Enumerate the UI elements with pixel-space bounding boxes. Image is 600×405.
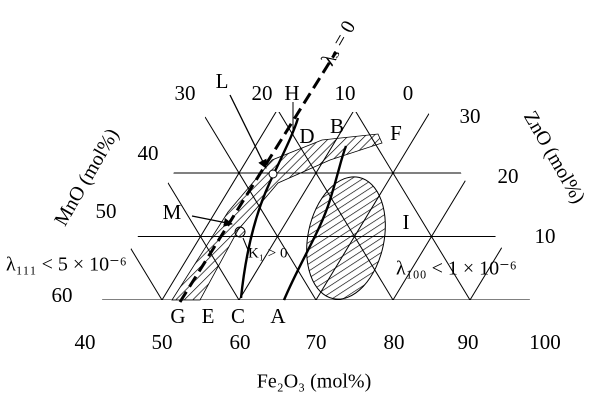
k1-label: K₁ > 0 bbox=[248, 245, 288, 261]
bottom-tick-label: 90 bbox=[458, 330, 479, 354]
arrow-l bbox=[229, 94, 267, 169]
lambda-111-label: λ₁₁₁ < 5 × 10⁻⁶ bbox=[6, 254, 127, 276]
left-tick-label: 60 bbox=[52, 283, 73, 307]
left-tick-label: 10 bbox=[335, 81, 356, 105]
point-label: F bbox=[390, 121, 402, 145]
bottom-tick-label: 50 bbox=[152, 330, 173, 354]
lambda-100-label: λ₁₀₀ < 1 × 10⁻⁶ bbox=[396, 258, 517, 280]
lambda-s-label: λₛ = 0 bbox=[317, 17, 360, 69]
point-label: E bbox=[202, 304, 215, 328]
left-tick-label: 40 bbox=[138, 141, 159, 165]
right-tick-label: 30 bbox=[460, 104, 481, 128]
point-hatched bbox=[234, 226, 246, 238]
curve-a bbox=[282, 145, 348, 301]
point-label: D bbox=[299, 124, 314, 148]
left-tick-label: 30 bbox=[175, 81, 196, 105]
bottom-tick-label: 80 bbox=[384, 330, 405, 354]
curve-c bbox=[239, 117, 300, 299]
grid-line bbox=[469, 112, 530, 300]
grid-line bbox=[102, 112, 163, 300]
point-label: B bbox=[330, 114, 344, 138]
point-label: L bbox=[216, 69, 229, 93]
right-tick-label: 20 bbox=[498, 164, 519, 188]
left-tick-label: 20 bbox=[252, 81, 273, 105]
bottom-tick-label: 60 bbox=[230, 330, 251, 354]
point-open bbox=[268, 169, 278, 179]
right-axis-title: ZnO (mol%) bbox=[519, 107, 589, 207]
arrow-m bbox=[191, 215, 233, 227]
bottom-tick-label: 70 bbox=[306, 330, 327, 354]
k1-leader bbox=[242, 237, 249, 251]
hatched-region bbox=[306, 176, 386, 300]
left-tick-label: 50 bbox=[96, 199, 117, 223]
point-label: M bbox=[163, 200, 182, 224]
bottom-axis-title: Fe₂O₃ (mol%) bbox=[257, 371, 371, 393]
grid-line bbox=[161, 112, 317, 300]
left-tick-label: 0 bbox=[403, 81, 414, 105]
point-label: G bbox=[170, 304, 185, 328]
bottom-tick-label: 40 bbox=[75, 330, 96, 354]
point-label: I bbox=[403, 210, 410, 234]
lambda-s-line bbox=[178, 51, 338, 303]
point-label: C bbox=[231, 304, 245, 328]
point-label: H bbox=[284, 81, 299, 105]
bottom-tick-label: 100 bbox=[529, 330, 561, 354]
grid-line bbox=[315, 112, 471, 300]
right-tick-label: 10 bbox=[535, 224, 556, 248]
point-label: A bbox=[270, 304, 286, 328]
